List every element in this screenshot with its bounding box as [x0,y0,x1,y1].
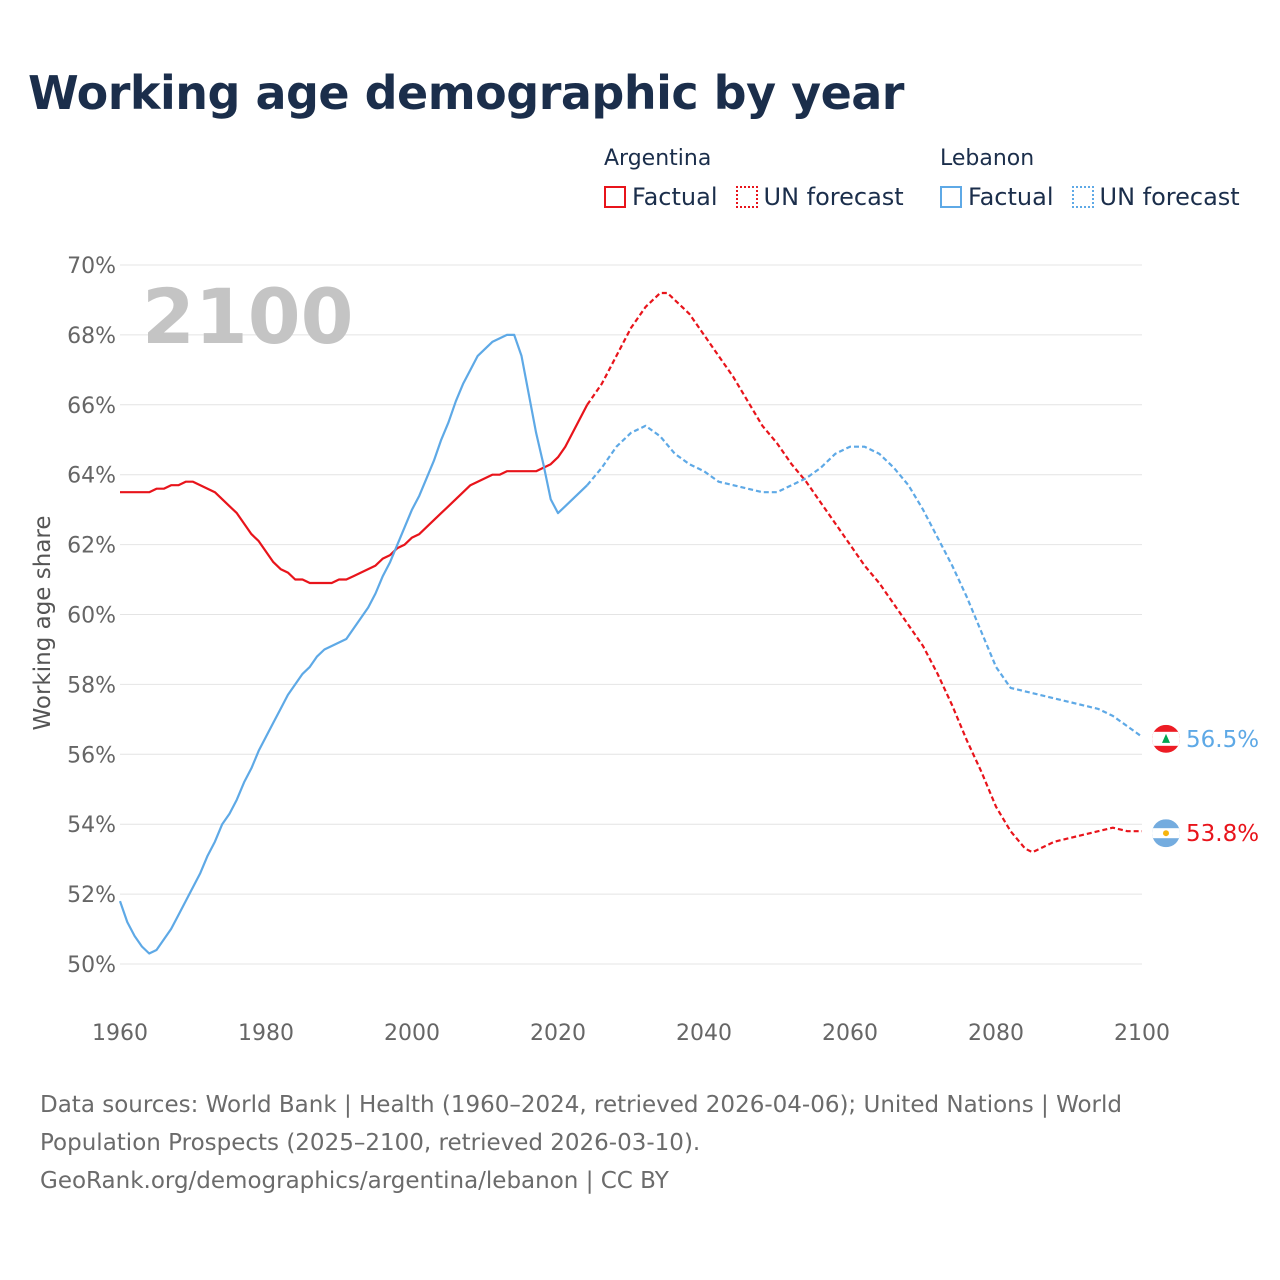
legend-swatch-dotted [735,186,758,208]
legend-swatch-dotted [1071,186,1094,208]
source-line-2: GeoRank.org/demographics/argentina/leban… [40,1168,669,1194]
data-source-note: Data sources: World Bank | Health (1960–… [40,1086,1240,1200]
x-tick-label: 1980 [238,1021,294,1046]
x-tick-label: 2100 [1114,1021,1170,1046]
legend-label: UN forecast [763,183,904,211]
y-tick-label: 56% [67,743,116,768]
legend-label: Factual [632,183,718,211]
y-axis-label: Working age share [30,515,56,730]
y-tick-label: 58% [67,673,116,698]
y-tick-label: 60% [67,604,116,629]
y-tick-label: 64% [67,464,116,489]
y-tick-label: 52% [67,883,116,908]
y-tick-label: 50% [67,953,116,978]
x-tick-label: 2040 [676,1021,732,1046]
legend-swatch-solid [604,186,626,208]
lebanon-end-value-label: 56.5% [1186,727,1259,753]
argentina-forecast-line[interactable] [586,291,1142,854]
y-tick-label: 68% [67,324,116,349]
x-tick-label: 1960 [92,1021,148,1046]
legend-argentina-forecast[interactable]: UN forecast [735,183,904,211]
year-watermark: 2100 [142,272,354,361]
argentina-flag-icon [1152,819,1180,848]
source-line-1: Data sources: World Bank | Health (1960–… [40,1092,1122,1156]
legend-group-name: Argentina [604,146,712,171]
legend-label: Factual [968,183,1054,211]
y-tick-label: 66% [67,394,116,419]
y-tick-label: 70% [67,254,116,279]
argentina-factual-line[interactable] [120,404,589,585]
y-tick-label: 54% [67,813,116,838]
x-tick-label: 2020 [530,1021,586,1046]
legend-lebanon-factual[interactable]: Factual [940,183,1054,211]
x-tick-label: 2060 [822,1021,878,1046]
argentina-end-value-label: 53.8% [1186,821,1259,847]
y-tick-label: 62% [67,534,116,559]
chart-title: Working age demographic by year [28,66,905,120]
legend-group-name: Lebanon [940,146,1035,171]
lebanon-factual-line[interactable] [118,333,588,955]
legend-argentina: Argentina Factual UN forecast [604,146,904,211]
x-tick-label: 2000 [384,1021,440,1046]
legend-lebanon: Lebanon Factual UN forecast [940,146,1240,211]
x-tick-label: 2080 [968,1021,1024,1046]
legend-argentina-factual[interactable]: Factual [604,183,718,211]
line-chart: 50% 52% 54% 56% 58% 60% 62% 64% 66% 68% 70% 1960 19… [30,254,1259,1046]
legend-lebanon-forecast[interactable]: UN forecast [1071,183,1240,211]
lebanon-flag-icon [1152,724,1180,753]
legend-swatch-solid [940,186,962,208]
lebanon-forecast-line[interactable] [586,424,1143,738]
legend-label: UN forecast [1099,183,1240,211]
